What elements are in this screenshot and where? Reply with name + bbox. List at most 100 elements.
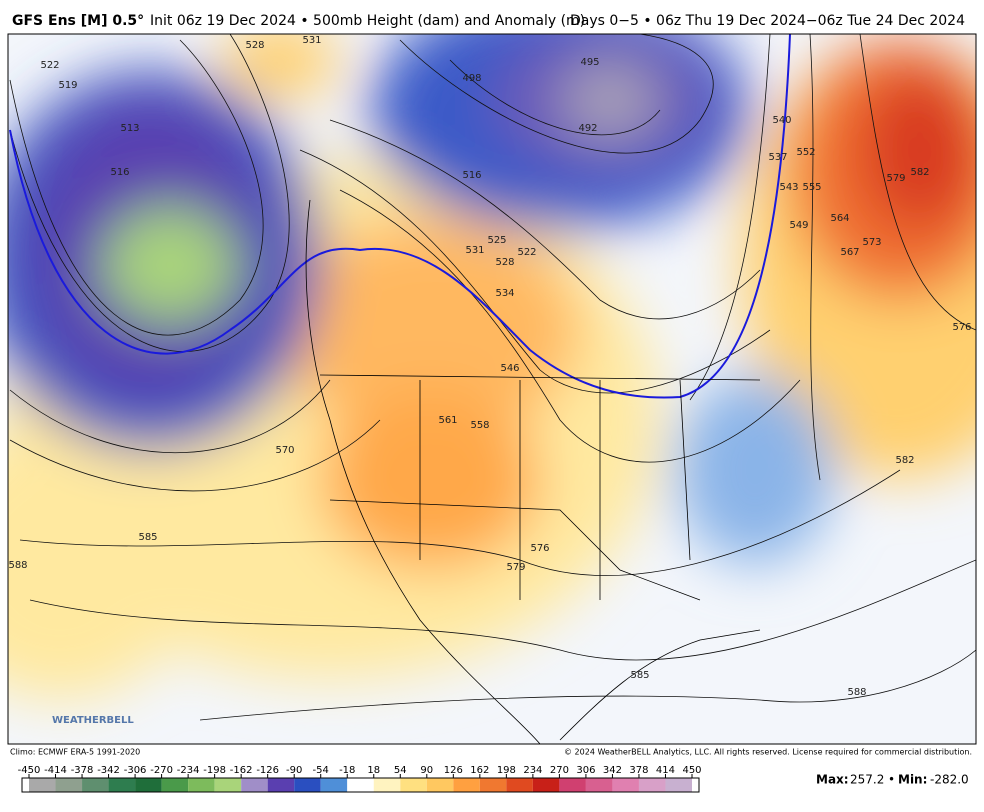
colorbar-swatch	[532, 778, 560, 792]
colorbar-swatch	[294, 778, 321, 792]
colorbar-tick-label: 90	[420, 765, 433, 776]
colorbar-tick-label: 342	[603, 765, 622, 776]
colorbar-swatch	[55, 778, 83, 792]
contour-labels: 522 519 513 516 528 531 540 537 552 543 555 549 564 5…	[8, 35, 971, 698]
colorbar-swatch	[400, 778, 427, 792]
contour-label: 558	[470, 420, 489, 431]
contours	[9, 34, 976, 721]
contour-540	[9, 34, 791, 399]
colorbar-swatch	[188, 778, 215, 792]
climo-note: Climo: ECMWF ERA-5 1991-2020	[10, 748, 140, 757]
colorbar-tick-label: -198	[203, 765, 226, 776]
min-label: Min:	[898, 773, 927, 787]
colorbar-tick-label: 18	[367, 765, 380, 776]
max-value: 257.2	[850, 773, 884, 787]
colorbar-tick-label: 198	[497, 765, 516, 776]
colorbar-swatch	[585, 778, 613, 792]
contour-label: 564	[830, 213, 849, 224]
colorbar-tick-label: -306	[124, 765, 147, 776]
logo: WEATHERBELL	[52, 715, 134, 726]
description: Init 06z 19 Dec 2024 • 500mb Height (dam…	[150, 13, 585, 29]
copyright: © 2024 WeatherBELL Analytics, LLC. All r…	[564, 748, 972, 757]
valid-time: Days 0−5 • 06z Thu 19 Dec 2024−06z Tue 2…	[570, 13, 965, 29]
colorbar-tick-label: -90	[286, 765, 302, 776]
colorbar-swatch	[479, 778, 507, 792]
contour-label: 537	[768, 152, 787, 163]
contour-label: 588	[847, 687, 866, 698]
colorbar-tick-label: -414	[44, 765, 67, 776]
colorbar-swatch	[506, 778, 533, 792]
anomaly-field	[8, 34, 976, 700]
contour-label: 576	[952, 322, 971, 333]
model-title: GFS Ens [M] 0.5°	[12, 13, 144, 29]
colorbar-swatch	[29, 778, 56, 792]
colorbar-tick-label: 234	[523, 765, 542, 776]
contour-label: 579	[506, 562, 525, 573]
contour-label: 576	[530, 543, 549, 554]
colorbar-tick-label: -18	[339, 765, 355, 776]
contour-label: 579	[886, 173, 905, 184]
colorbar-tick-label: 270	[550, 765, 569, 776]
colorbar-tick-label: -378	[71, 765, 94, 776]
colorbar-tick-label: -270	[150, 765, 173, 776]
colorbar-swatch	[347, 778, 374, 792]
colorbar-swatch	[108, 778, 136, 792]
colorbar-swatch	[426, 778, 454, 792]
colorbar-tick-label: 54	[394, 765, 407, 776]
contour-label: 582	[910, 167, 929, 178]
colorbar-swatch	[612, 778, 639, 792]
contour-label: 561	[438, 415, 457, 426]
contour-label: 540	[772, 115, 791, 126]
colorbar-tick-label: 450	[682, 765, 701, 776]
contour-label: 555	[802, 182, 821, 193]
contour-label: 588	[8, 560, 27, 571]
map-frame	[7, 33, 977, 745]
contour-label: 498	[462, 73, 481, 84]
contour-label: 513	[120, 123, 139, 134]
colorbar-tick-label: 414	[656, 765, 675, 776]
contour-label: 519	[58, 80, 77, 91]
contour-label: 534	[495, 288, 514, 299]
contour-label: 522	[40, 60, 59, 71]
colorbar-swatch	[214, 778, 242, 792]
contour-label: 528	[245, 40, 264, 51]
contour-label: 492	[578, 123, 597, 134]
contour-label: 567	[840, 247, 859, 258]
colorbar-swatch	[665, 778, 692, 792]
max-label: Max:	[816, 773, 849, 787]
colorbar-tick-label: -234	[177, 765, 200, 776]
colorbar-tick-label: 306	[576, 765, 595, 776]
contour-label: 495	[580, 57, 599, 68]
contour-label: 525	[487, 235, 506, 246]
contour-label: 546	[500, 363, 519, 374]
contour-label: 585	[138, 532, 157, 543]
colorbar-swatch	[267, 778, 295, 792]
contour-label: 585	[630, 670, 649, 681]
contour-label: 552	[796, 147, 815, 158]
colorbar-swatch	[135, 778, 162, 792]
colorbar-tick-label: -54	[313, 765, 329, 776]
colorbar-swatch	[320, 778, 348, 792]
colorbar-tick-label: 126	[444, 765, 463, 776]
colorbar-swatch	[638, 778, 666, 792]
colorbar-swatch	[161, 778, 189, 792]
contour-label: 516	[110, 167, 129, 178]
boundaries	[305, 199, 761, 744]
colorbar-frame	[21, 777, 700, 793]
colorbar: -450 -414 -378 -342 -306 -270 -234 -198 -162 -126…	[18, 765, 702, 793]
contour-label: 531	[465, 245, 484, 256]
contour-label: 549	[789, 220, 808, 231]
contour-label: 516	[462, 170, 481, 181]
colorbar-swatch	[559, 778, 586, 792]
contour-label: 531	[302, 35, 321, 46]
colorbar-tick-label: -126	[256, 765, 279, 776]
colorbar-tick-label: -450	[18, 765, 41, 776]
colorbar-tick-label: -342	[97, 765, 120, 776]
map: 522 519 513 516 528 531 540 537 552 543 555 549 564 5…	[8, 34, 976, 744]
contour-label: 543	[779, 182, 798, 193]
contour-label: 573	[862, 237, 881, 248]
separator: •	[888, 773, 895, 787]
colorbar-tick-label: 378	[629, 765, 648, 776]
